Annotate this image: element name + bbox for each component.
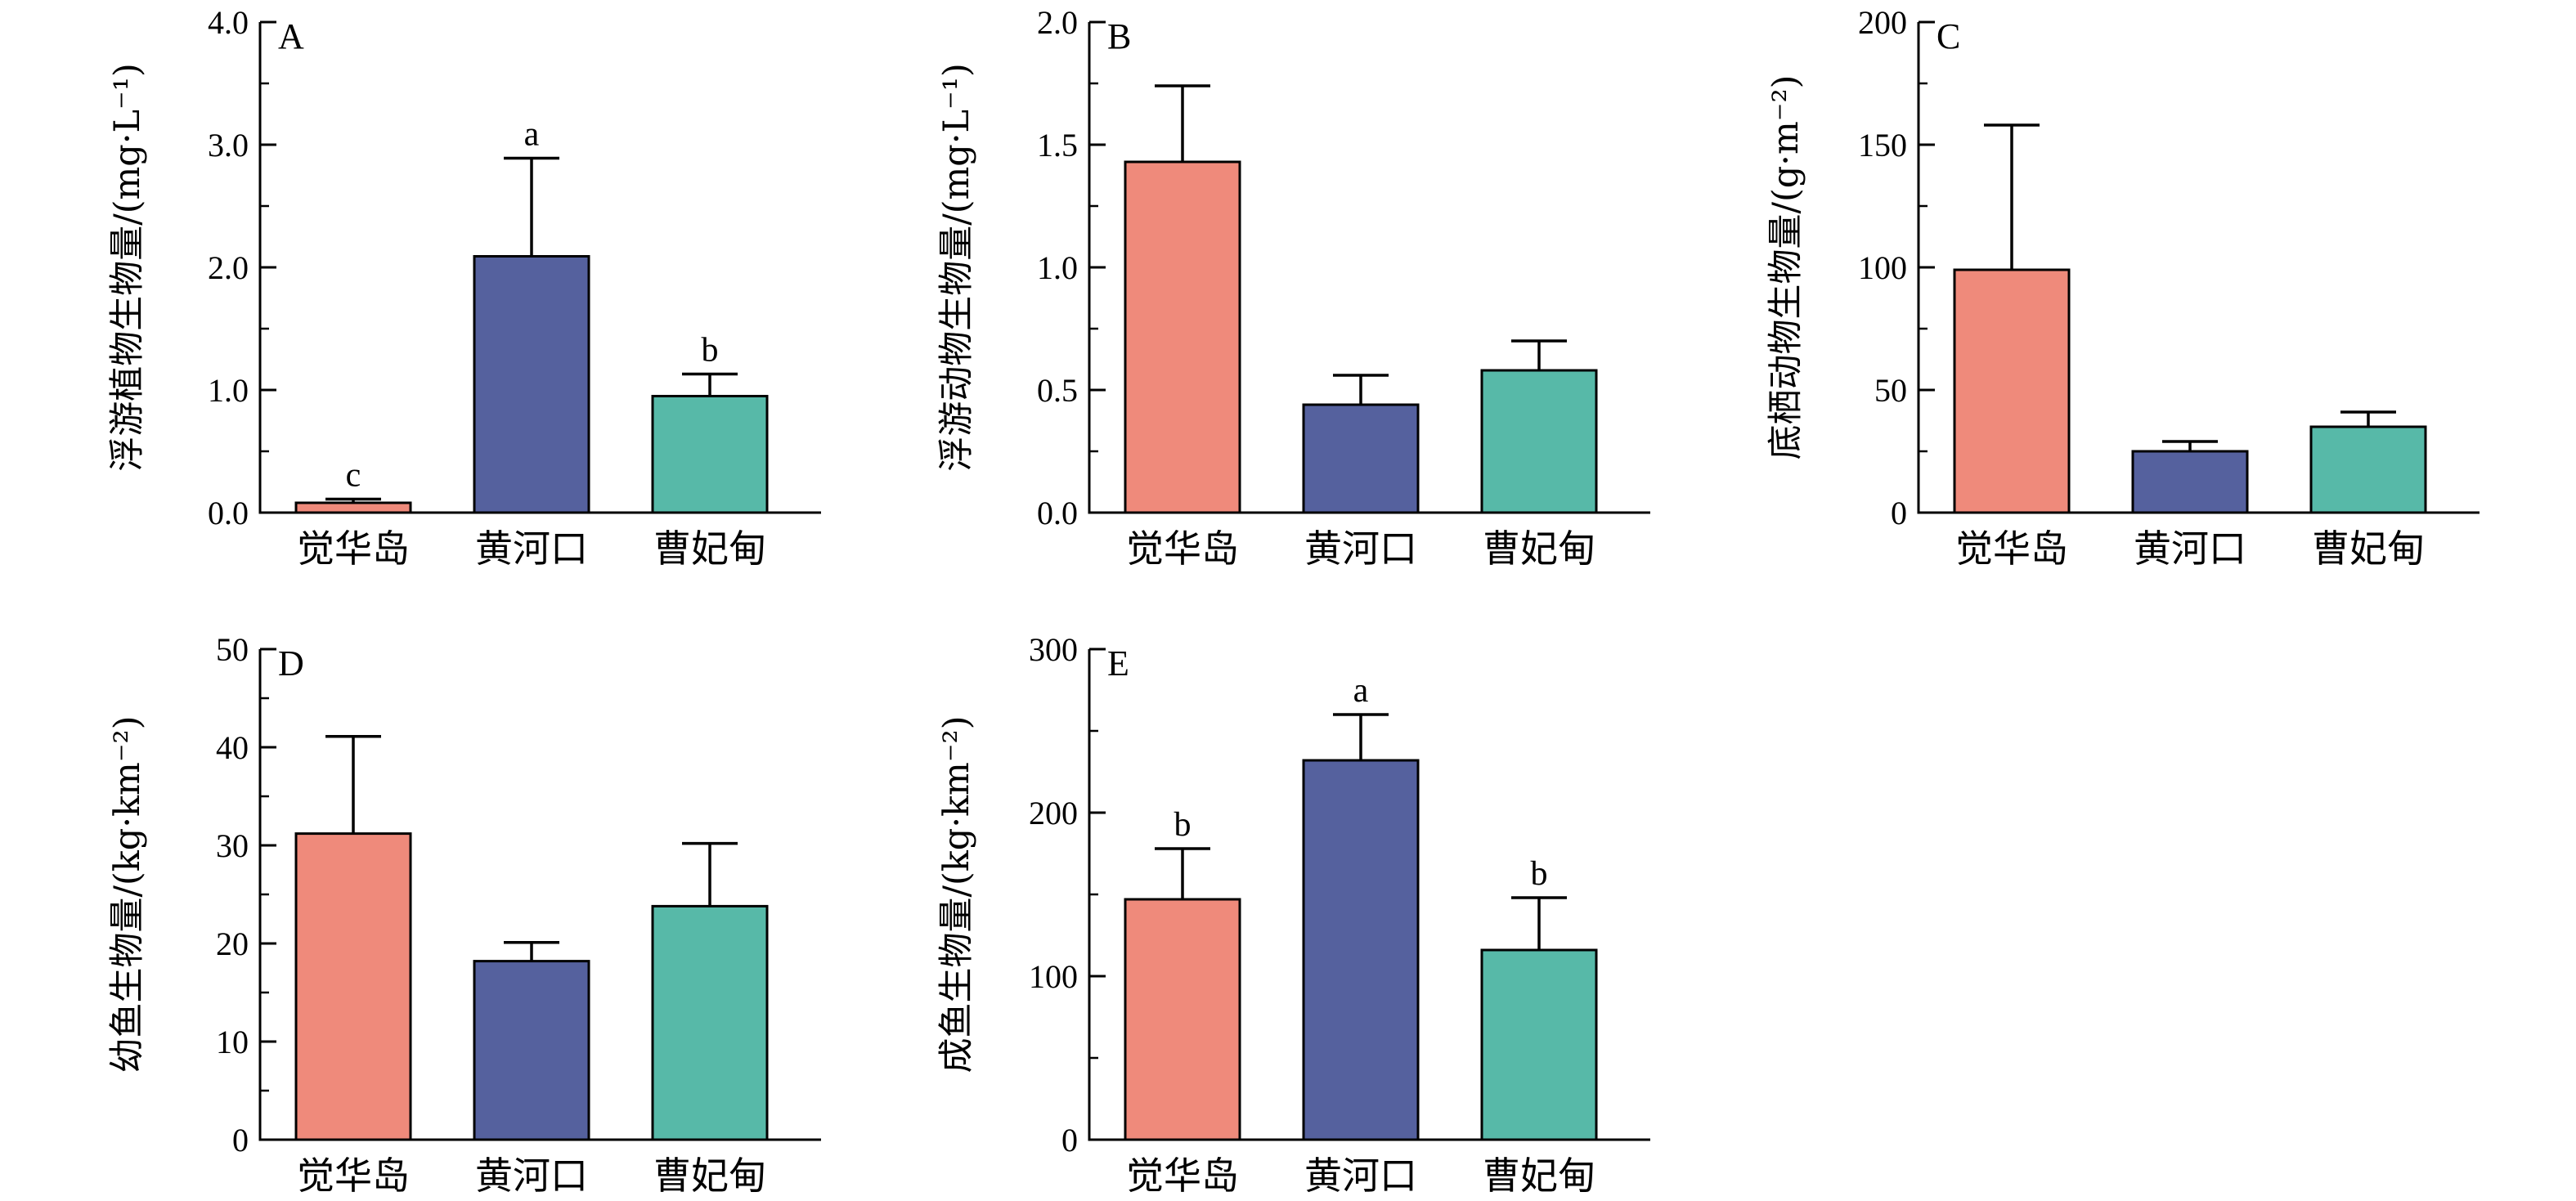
category-label: 觉华岛 [1126,527,1239,571]
bar-3 [2309,425,2427,514]
error-bar-2 [2162,440,2218,451]
panel-a: c 觉华岛 a 黄河口 b 曹妃甸 0.0 1.0 2.0 3.0 4.0 A 浮游植物生物量/(mg·… [107,4,821,571]
significance-label: b [1531,855,1548,893]
significance-label: b [702,332,719,370]
category-label: 觉华岛 [1955,527,2068,571]
bar-1 [294,501,412,514]
y-tick-label: 0 [232,1122,249,1158]
bar-1 [294,832,412,1141]
panel-letter: A [278,16,304,56]
category-label: 觉华岛 [297,527,410,571]
error-bar-2 [504,941,559,961]
category-label: 黄河口 [2134,527,2246,571]
y-tick-label: 150 [1858,127,1907,164]
error-bar-3 [682,372,738,397]
y-tick-label: 1.0 [1037,249,1078,286]
bar-3 [1480,948,1598,1141]
bar-2 [1302,759,1420,1141]
bar-3 [651,904,769,1141]
y-tick-label: 1.5 [1037,127,1078,164]
error-bar-1 [325,735,381,834]
significance-label: a [524,116,540,154]
category-label: 觉华岛 [1126,1154,1239,1198]
panel-letter: E [1107,643,1129,683]
y-tick-label: 0.0 [208,495,249,531]
error-bar-3 [2340,410,2396,427]
y-axis-title: 底栖动物生物量/(g·m⁻²) [1766,75,1806,460]
y-tick-label: 2.0 [208,249,249,286]
y-tick-label: 10 [216,1024,249,1060]
significance-label: a [1353,672,1369,710]
panel-letter: B [1107,16,1131,56]
panel-d: 觉华岛 黄河口 曹妃甸 0 10 20 30 40 50 D 幼鱼生物量/(kg·km⁻²) [107,631,821,1198]
y-axis-title: 成鱼生物量/(kg·km⁻²) [936,715,977,1073]
error-bar-2 [1333,374,1389,405]
y-tick-label: 300 [1029,631,1078,668]
error-bar-3 [682,841,738,907]
significance-label: c [346,457,361,495]
y-tick-label: 100 [1858,249,1907,286]
y-tick-label: 0 [1061,1122,1078,1158]
y-tick-label: 1.0 [208,372,249,409]
y-tick-label: 0.5 [1037,372,1078,409]
y-tick-label: 200 [1029,795,1078,831]
y-tick-label: 50 [1874,372,1907,409]
y-tick-label: 2.0 [1037,4,1078,41]
y-tick-label: 200 [1858,4,1907,41]
category-label: 曹妃甸 [2312,527,2425,571]
error-bar-1 [1984,123,2040,270]
panel-letter: C [1936,16,1960,56]
panel-letter: D [278,643,304,683]
significance-label: b [1174,806,1192,844]
y-tick-label: 40 [216,729,249,766]
error-bar-3 [1511,896,1567,950]
error-bar-1 [1155,847,1210,899]
bar-1 [1124,898,1241,1141]
bar-1 [1953,268,2071,514]
error-bar-2 [504,156,559,257]
y-tick-label: 4.0 [208,4,249,41]
error-bar-1 [325,497,381,503]
bar-3 [651,395,769,514]
y-tick-label: 20 [216,925,249,962]
panel-b: 觉华岛 黄河口 曹妃甸 0.0 0.5 1.0 1.5 2.0 B 浮游动物生物量/(mg·L⁻¹… [936,4,1650,571]
panel-e: b 觉华岛 a 黄河口 b 曹妃甸 0 100 200 300 E 成鱼生物量/(kg·km⁻²) [936,631,1650,1198]
y-tick-label: 0.0 [1037,495,1078,531]
bar-3 [1480,369,1598,514]
y-tick-label: 3.0 [208,127,249,164]
error-bar-3 [1511,339,1567,370]
y-axis-title: 幼鱼生物量/(kg·km⁻²) [107,715,148,1073]
y-axis-title: 浮游植物生物量/(mg·L⁻¹) [107,63,148,472]
error-bar-2 [1333,713,1389,760]
category-label: 黄河口 [475,1154,588,1198]
y-tick-label: 30 [216,827,249,864]
category-label: 黄河口 [1304,527,1417,571]
panel-c: 觉华岛 黄河口 曹妃甸 0 50 100 150 200 C 底栖动物生物量/(g·m⁻²) [1766,4,2480,571]
category-label: 曹妃甸 [1483,1154,1595,1198]
category-label: 黄河口 [475,527,588,571]
y-tick-label: 0 [1891,495,1907,531]
y-tick-label: 100 [1029,958,1078,995]
bar-2 [1302,403,1420,514]
category-label: 曹妃甸 [1483,527,1595,571]
category-label: 黄河口 [1304,1154,1417,1198]
category-label: 觉华岛 [297,1154,410,1198]
y-tick-label: 50 [216,631,249,668]
category-label: 曹妃甸 [653,527,766,571]
y-axis-title: 浮游动物生物量/(mg·L⁻¹) [936,63,977,472]
bar-1 [1124,160,1241,514]
bar-2 [473,960,590,1141]
error-bar-1 [1155,84,1210,162]
bar-2 [2131,450,2249,514]
category-label: 曹妃甸 [653,1154,766,1198]
bar-2 [473,255,590,514]
